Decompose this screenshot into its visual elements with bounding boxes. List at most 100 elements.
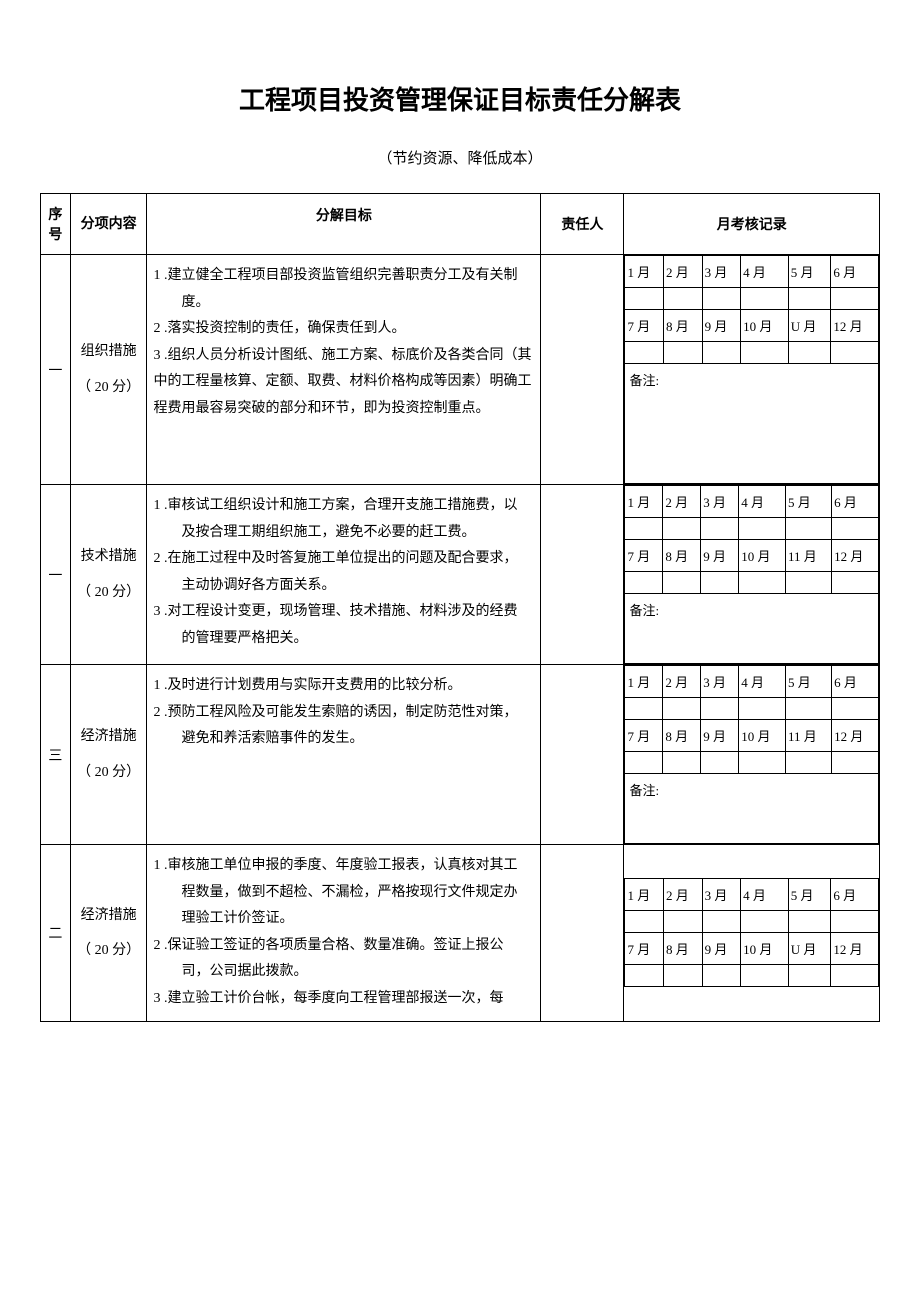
record-inner-table: 1 月2 月3 月4 月5 月6 月7 月8 月9 月10 月U 月12 月备注…: [624, 255, 879, 484]
month-cell: 9 月: [701, 720, 739, 752]
months-row: 7 月8 月9 月10 月11 月12 月: [625, 540, 879, 572]
resp-cell: [541, 845, 624, 1022]
blank-cell: [701, 518, 739, 540]
month-cell: 4 月: [739, 486, 786, 518]
blank-cell: [664, 342, 703, 364]
blank-cell: [663, 518, 701, 540]
goal-line: 理验工计价签证。: [153, 906, 534, 933]
month-cell: 4 月: [741, 256, 789, 288]
month-cell: 7 月: [625, 720, 663, 752]
item-cell: 技术措施 （ 20 分）: [70, 485, 147, 665]
item-name: 技术措施: [73, 544, 145, 569]
goal-line: 3 .建立验工计价台帐，每季度向工程管理部报送一次，每: [153, 986, 534, 1013]
month-cell: 6 月: [832, 486, 879, 518]
month-cell: 1 月: [625, 879, 664, 911]
table-row: 二经济措施（ 20 分）1 .审核施工单位申报的季度、年度验工报表，认真核对其工…: [41, 845, 880, 1022]
month-cell: 10 月: [741, 933, 789, 965]
record-cell: 1 月2 月3 月4 月5 月6 月7 月8 月9 月10 月U 月12 月备注…: [624, 255, 880, 485]
month-cell: U 月: [788, 310, 831, 342]
record-inner-table: 1 月2 月3 月4 月5 月6 月 7 月8 月9 月10 月U 月12 月: [624, 878, 879, 987]
goal-line: 及按合理工期组织施工，避免不必要的赶工费。: [153, 520, 534, 547]
goal-line: 司，公司据此拨款。: [153, 959, 534, 986]
month-cell: 5 月: [788, 879, 831, 911]
blank-cell: [664, 965, 703, 987]
month-cell: 8 月: [663, 540, 701, 572]
blank-cell: [788, 911, 831, 933]
goal-line: 3 .组织人员分析设计图纸、施工方案、标底价及各类合同（其: [153, 343, 534, 370]
months-row: 7 月8 月9 月10 月U 月12 月: [625, 933, 879, 965]
blank-cell: [741, 288, 789, 310]
blank-cell: [625, 698, 663, 720]
header-record: 月考核记录: [624, 194, 880, 255]
month-cell: 5 月: [788, 256, 831, 288]
blank-row: [625, 288, 879, 310]
page-title: 工程项目投资管理保证目标责任分解表: [40, 80, 880, 117]
blank-cell: [701, 698, 739, 720]
goal-cell: 1 .及时进行计划费用与实际开支费用的比较分析。2 .预防工程风险及可能发生索赔…: [147, 665, 541, 845]
goal-line: 2 .落实投资控制的责任，确保责任到人。: [153, 316, 534, 343]
goal-line: 1 .审核试工组织设计和施工方案，合理开支施工措施费，以: [153, 493, 534, 520]
month-cell: 8 月: [663, 720, 701, 752]
blank-cell: [831, 911, 879, 933]
month-cell: 6 月: [832, 666, 879, 698]
blank-cell: [741, 911, 789, 933]
blank-cell: [625, 752, 663, 774]
record-inner-table: 1 月2 月3 月4 月5 月6 月7 月8 月9 月10 月11 月12 月备…: [624, 665, 879, 844]
goal-line: 2 .预防工程风险及可能发生索赔的诱因，制定防范性对策，: [153, 700, 534, 727]
remark-row: 备注:: [625, 364, 879, 484]
remark-row: 备注:: [625, 774, 879, 844]
blank-row: [625, 572, 879, 594]
header-resp: 责任人: [541, 194, 624, 255]
blank-cell: [702, 342, 741, 364]
blank-cell: [786, 698, 832, 720]
table-row: 一组织措施（ 20 分）1 .建立健全工程项目部投资监管组织完善职责分工及有关制…: [41, 255, 880, 485]
header-item: 分项内容: [70, 194, 147, 255]
seq-cell: 一: [41, 485, 71, 665]
goal-line: 3 .对工程设计变更，现场管理、技术措施、材料涉及的经费: [153, 599, 534, 626]
item-name: 经济措施: [73, 724, 145, 749]
month-cell: 5 月: [786, 486, 832, 518]
blank-cell: [786, 518, 832, 540]
month-cell: 10 月: [741, 310, 789, 342]
month-cell: 11 月: [786, 720, 832, 752]
page-subtitle: （节约资源、降低成本）: [40, 147, 880, 168]
month-cell: 6 月: [831, 256, 879, 288]
record-cell: 1 月2 月3 月4 月5 月6 月7 月8 月9 月10 月11 月12 月备…: [624, 485, 880, 665]
month-cell: 6 月: [831, 879, 879, 911]
goal-line: 度。: [153, 290, 534, 317]
goal-line: 的管理要严格把关。: [153, 626, 534, 653]
goal-line: 程数量，做到不超检、不漏检，严格按现行文件规定办: [153, 880, 534, 907]
blank-cell: [702, 965, 741, 987]
remark-cell: 备注:: [625, 364, 879, 484]
blank-cell: [831, 288, 879, 310]
header-goal: 分解目标: [147, 194, 541, 255]
goal-cell: 1 .建立健全工程项目部投资监管组织完善职责分工及有关制 度。2 .落实投资控制…: [147, 255, 541, 485]
blank-cell: [832, 572, 879, 594]
remark-cell: 备注:: [625, 594, 879, 664]
month-cell: 1 月: [625, 666, 663, 698]
month-cell: 12 月: [832, 540, 879, 572]
blank-cell: [739, 698, 786, 720]
month-cell: 7 月: [625, 540, 663, 572]
header-seq: 序号: [41, 194, 71, 255]
months-row: 1 月2 月3 月4 月5 月6 月: [625, 879, 879, 911]
remark-row: 备注:: [625, 594, 879, 664]
blank-cell: [739, 518, 786, 540]
month-cell: 9 月: [701, 540, 739, 572]
goal-line: 2 .在施工过程中及时答复施工单位提出的问题及配合要求，: [153, 546, 534, 573]
month-cell: 2 月: [664, 256, 703, 288]
resp-cell: [541, 665, 624, 845]
blank-cell: [625, 572, 663, 594]
blank-cell: [741, 965, 789, 987]
blank-cell: [663, 572, 701, 594]
blank-row: [625, 965, 879, 987]
blank-cell: [739, 572, 786, 594]
month-cell: 3 月: [702, 256, 741, 288]
seq-cell: 三: [41, 665, 71, 845]
item-score: （ 20 分）: [73, 580, 145, 605]
month-cell: 5 月: [786, 666, 832, 698]
month-cell: 3 月: [701, 666, 739, 698]
month-cell: 10 月: [739, 720, 786, 752]
month-cell: 1 月: [625, 256, 664, 288]
blank-cell: [788, 288, 831, 310]
